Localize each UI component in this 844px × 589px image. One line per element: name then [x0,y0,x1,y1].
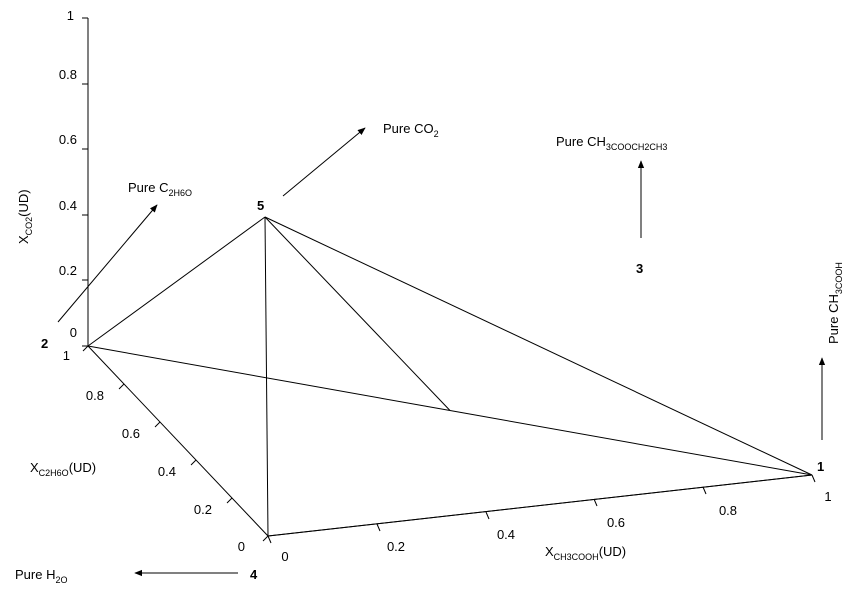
x-tick [267,535,272,544]
edge-4-5 [264,216,269,537]
x-tick-label: 0 [281,549,288,564]
edge-1-4 [267,474,813,537]
y-axis-title: XC2H6O(UD) [30,460,96,478]
edge-5-3 [264,216,451,411]
y-axis-line [87,345,269,537]
label-pure-ethanol: Pure C2H6O [128,180,192,198]
y-tick-label: 0 [238,539,245,554]
arrow-pure-co2 [282,127,366,197]
y-tick-label: 0.4 [158,464,176,479]
point-label-4: 4 [250,567,258,582]
edge-3-1 [449,410,813,476]
edge-5-1 [264,216,813,476]
y-tick-label: 0.8 [86,388,104,403]
x-tick-label: 1 [824,489,831,504]
edge-2-3 [87,345,451,411]
point-label-3: 3 [636,261,643,276]
label-pure-acetic-acid: Pure CH3COOH [826,262,844,344]
z-tick-label: 0 [70,325,77,340]
y-tick-label: 1 [63,348,70,363]
y-tick [190,459,197,466]
y-tick [226,497,233,504]
x-tick [593,498,598,507]
edge-5-2 [87,216,266,347]
label-pure-co2: Pure CO2 [383,121,439,139]
x-tick-label: 0.2 [387,539,405,554]
y-tick-label: 0.6 [122,426,140,441]
x-tick-labels: 0 0.2 0.4 0.6 0.8 1 [281,489,831,564]
z-tick-labels: 0 0.2 0.4 0.6 0.8 1 [59,8,77,340]
x-tick [702,486,707,495]
y-tick [262,535,269,542]
z-tick-label: 0.8 [59,67,77,82]
label-pure-water: Pure H2O [15,567,67,585]
label-pure-ethyl-acetate: Pure CH3COOCH2CH3 [556,134,667,152]
point-label-1: 1 [817,459,824,474]
x-tick [811,474,816,483]
y-axis-ticks [82,345,269,542]
y-tick [154,421,161,428]
x-tick-label: 0.6 [607,515,625,530]
polyhedron-edges [87,216,813,537]
x-tick-label: 0.8 [719,503,737,518]
z-tick-label: 0.6 [59,132,77,147]
arrow-pure-ethanol [57,204,158,323]
z-axis-title: XCO2(UD) [16,189,34,244]
z-tick-label: 1 [67,8,74,23]
x-tick-label: 0.4 [497,527,515,542]
y-tick-label: 0.2 [194,502,212,517]
y-tick-labels: 0 0.2 0.4 0.6 0.8 1 [63,348,245,554]
z-tick-label: 0.4 [59,198,77,213]
point-label-2: 2 [41,336,48,351]
point-label-5: 5 [257,198,264,213]
x-tick [485,511,490,520]
y-tick [82,345,89,352]
z-axis-ticks [82,17,88,347]
x-axis-ticks [267,474,816,544]
z-tick-label: 0.2 [59,263,77,278]
y-tick [118,383,125,390]
x-axis-title: XCH3COOH(UD) [545,544,626,562]
x-tick [376,523,381,532]
